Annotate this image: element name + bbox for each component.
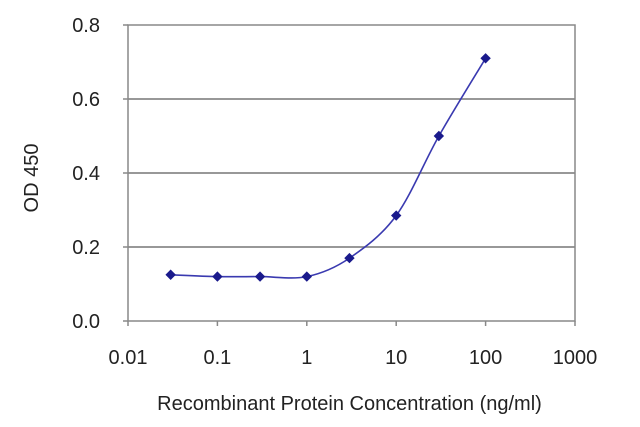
y-axis-title: OD 450 <box>21 144 43 213</box>
series-line <box>170 57 487 279</box>
x-tick-label: 10 <box>385 347 407 369</box>
x-tick-label: 0.1 <box>203 347 231 369</box>
x-tick-label: 1 <box>301 347 312 369</box>
y-tick-label: 0.0 <box>72 311 100 333</box>
y-tick-label: 0.8 <box>72 15 100 37</box>
series-markers <box>165 53 491 282</box>
x-axis-title: Recombinant Protein Concentration (ng/ml… <box>157 393 542 415</box>
data-point <box>212 271 223 282</box>
data-point <box>433 130 445 142</box>
y-tick-label: 0.2 <box>72 237 100 259</box>
data-point <box>301 271 312 282</box>
data-point <box>254 271 266 282</box>
y-tick-label: 0.6 <box>72 89 100 111</box>
data-point <box>165 269 176 280</box>
data-point <box>480 53 491 64</box>
x-axis: 0.01 0.1 1 10 100 1000 <box>109 321 598 369</box>
x-tick-label: 100 <box>469 347 502 369</box>
data-point <box>391 210 402 221</box>
y-tick-label: 0.4 <box>72 163 100 185</box>
grid-lines <box>128 98 575 248</box>
x-tick-label: 0.01 <box>109 347 148 369</box>
x-tick-label: 1000 <box>553 347 598 369</box>
data-point <box>344 252 355 264</box>
y-axis: 0.0 0.2 0.4 0.6 0.8 <box>72 15 128 333</box>
